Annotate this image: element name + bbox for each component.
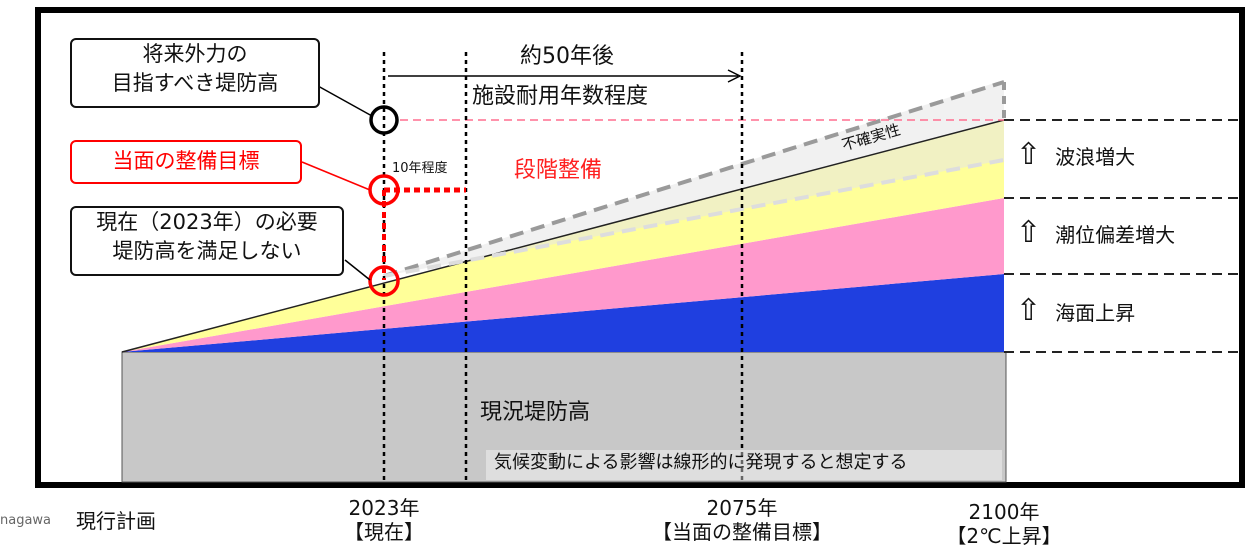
current-plan-label: 現行計画 — [76, 509, 156, 533]
pointer-current — [344, 259, 371, 281]
current-insufficient-line-1: 現在（2023年）の必要 — [96, 210, 318, 234]
current-levee-label: 現況堤防高 — [480, 400, 591, 425]
ten-years-label: 10年程度 — [392, 161, 448, 176]
axis-2075-year: 2075年 — [706, 496, 778, 520]
future-target-line-1: 将来外力の — [142, 42, 248, 66]
interim-target-text: 当面の整備目標 — [112, 149, 260, 173]
axis-2075-note: 【当面の整備目標】 — [652, 520, 832, 544]
legend-sea-level-label: 海面上昇 — [1055, 300, 1136, 325]
legend-tide-label: 潮位偏差増大 — [1055, 222, 1176, 247]
note-backdrop — [486, 450, 1002, 480]
axis-2023-year: 2023年 — [348, 496, 420, 520]
axis-2100-note: 【2℃上昇】 — [946, 524, 1062, 548]
legend-waves-label: 波浪増大 — [1055, 144, 1136, 169]
up-arrow-icon: ⇧ — [1016, 215, 1042, 250]
current-insufficient-marker — [368, 265, 400, 297]
fifty-year-arrowhead — [727, 69, 742, 83]
current-levee-area — [121, 351, 1007, 483]
staged-improvement-label: 段階整備 — [514, 158, 603, 183]
uncertainty-upper-line — [383, 80, 1005, 278]
axis-2100: 2100年 【2℃上昇】 — [934, 500, 1074, 548]
legend-tide: ⇧ 潮位偏差増大 — [1016, 218, 1175, 248]
axis-2023-note: 【現在】 — [344, 520, 424, 544]
future-target-callout: 将来外力の 目指すべき堤防高 — [70, 38, 320, 108]
target-height-line — [121, 119, 1005, 353]
future-target-line-2: 目指すべき堤防高 — [111, 71, 279, 95]
future-target-marker — [369, 105, 399, 135]
assumption-note: 気候変動による影響は線形的に発現すると想定する — [494, 452, 908, 473]
service-life-label: 施設耐用年数程度 — [472, 84, 649, 110]
axis-2075: 2075年 【当面の整備目標】 — [622, 496, 862, 544]
pointer-interim — [301, 161, 371, 191]
legend-sea-level: ⇧ 海面上昇 — [1016, 296, 1135, 326]
approx-50-years-label: 約50年後 — [520, 44, 614, 69]
interim-target-callout: 当面の整備目標 — [70, 140, 302, 184]
uncertainty-lower-line — [383, 158, 1005, 278]
axis-2023: 2023年 【現在】 — [334, 496, 434, 544]
up-arrow-icon: ⇧ — [1016, 293, 1042, 328]
current-insufficient-line-2: 堤防高を満足しない — [112, 239, 302, 263]
axis-2100-year: 2100年 — [968, 500, 1040, 524]
cropped-text: nagawa — [0, 513, 52, 528]
legend-waves: ⇧ 波浪増大 — [1016, 140, 1135, 170]
pointer-future — [317, 85, 373, 117]
up-arrow-icon: ⇧ — [1016, 137, 1042, 172]
current-insufficient-callout: 現在（2023年）の必要 堤防高を満足しない — [70, 206, 344, 276]
